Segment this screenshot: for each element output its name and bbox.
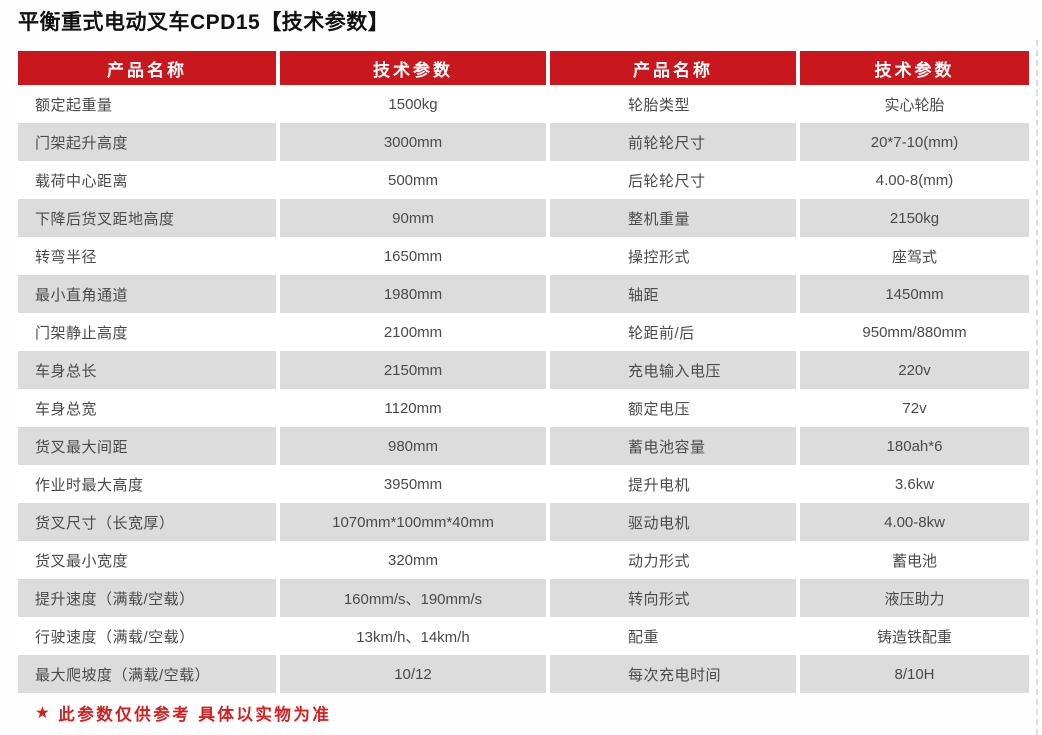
table-row: 门架起升高度 3000mm 前轮轮尺寸 20*7-10(mm) [18,123,1029,161]
param-name-cell: 作业时最大高度 [18,465,276,503]
table-row: 转弯半径 1650mm 操控形式 座驾式 [18,237,1029,275]
param-name-cell: 额定起重量 [18,85,276,123]
param-value-cell: 90mm [280,199,546,237]
header-cell-tech-params-right: 技术参数 [800,51,1029,85]
param-name-cell: 轮胎类型 [550,85,796,123]
param-name-cell: 下降后货叉距地高度 [18,199,276,237]
param-value-cell: 1070mm*100mm*40mm [280,503,546,541]
spec-table: 产品名称 技术参数 产品名称 技术参数 额定起重量 1500kg 轮胎类型 实心… [18,51,1029,693]
param-name-cell: 额定电压 [550,389,796,427]
param-value-cell: 220v [800,351,1029,389]
param-name-cell: 载荷中心距离 [18,161,276,199]
table-header-row: 产品名称 技术参数 产品名称 技术参数 [18,51,1029,85]
param-value-cell: 2100mm [280,313,546,351]
param-value-cell: 2150mm [280,351,546,389]
param-value-cell: 3.6kw [800,465,1029,503]
param-value-cell: 座驾式 [800,237,1029,275]
param-name-cell: 提升速度（满载/空载） [18,579,276,617]
param-value-cell: 13km/h、14km/h [280,617,546,655]
param-value-cell: 980mm [280,427,546,465]
table-row: 提升速度（满载/空载） 160mm/s、190mm/s 转向形式 液压助力 [18,579,1029,617]
param-name-cell: 操控形式 [550,237,796,275]
table-row: 作业时最大高度 3950mm 提升电机 3.6kw [18,465,1029,503]
param-value-cell: 1980mm [280,275,546,313]
page-edge-dashed-line [1036,40,1038,735]
table-body: 额定起重量 1500kg 轮胎类型 实心轮胎 门架起升高度 3000mm 前轮轮… [18,85,1029,693]
table-row: 车身总宽 1120mm 额定电压 72v [18,389,1029,427]
table-row: 载荷中心距离 500mm 后轮轮尺寸 4.00-8(mm) [18,161,1029,199]
param-value-cell: 500mm [280,161,546,199]
param-value-cell: 20*7-10(mm) [800,123,1029,161]
param-name-cell: 货叉最小宽度 [18,541,276,579]
param-value-cell: 4.00-8(mm) [800,161,1029,199]
table-row: 门架静止高度 2100mm 轮距前/后 950mm/880mm [18,313,1029,351]
param-name-cell: 后轮轮尺寸 [550,161,796,199]
param-value-cell: 铸造铁配重 [800,617,1029,655]
table-row: 车身总长 2150mm 充电输入电压 220v [18,351,1029,389]
param-value-cell: 10/12 [280,655,546,693]
param-name-cell: 轮距前/后 [550,313,796,351]
param-value-cell: 1450mm [800,275,1029,313]
param-name-cell: 货叉最大间距 [18,427,276,465]
param-name-cell: 转弯半径 [18,237,276,275]
param-name-cell: 转向形式 [550,579,796,617]
param-name-cell: 最小直角通道 [18,275,276,313]
param-value-cell: 320mm [280,541,546,579]
param-name-cell: 前轮轮尺寸 [550,123,796,161]
table-row: 行驶速度（满载/空载） 13km/h、14km/h 配重 铸造铁配重 [18,617,1029,655]
footnote-text: 此参数仅供参考 具体以实物为准 [58,706,332,724]
param-value-cell: 72v [800,389,1029,427]
param-value-cell: 蓄电池 [800,541,1029,579]
param-name-cell: 门架静止高度 [18,313,276,351]
table-row: 额定起重量 1500kg 轮胎类型 实心轮胎 [18,85,1029,123]
footnote: ★ 此参数仅供参考 具体以实物为准 [35,701,331,725]
param-value-cell: 2150kg [800,199,1029,237]
param-value-cell: 实心轮胎 [800,85,1029,123]
param-value-cell: 3000mm [280,123,546,161]
param-name-cell: 配重 [550,617,796,655]
param-name-cell: 轴距 [550,275,796,313]
param-name-cell: 行驶速度（满载/空载） [18,617,276,655]
table-row: 最大爬坡度（满载/空载） 10/12 每次充电时间 8/10H [18,655,1029,693]
param-name-cell: 车身总长 [18,351,276,389]
table-row: 最小直角通道 1980mm 轴距 1450mm [18,275,1029,313]
param-name-cell: 门架起升高度 [18,123,276,161]
param-value-cell: 180ah*6 [800,427,1029,465]
param-value-cell: 1650mm [280,237,546,275]
param-name-cell: 每次充电时间 [550,655,796,693]
param-name-cell: 最大爬坡度（满载/空载） [18,655,276,693]
param-value-cell: 4.00-8kw [800,503,1029,541]
header-cell-tech-params-left: 技术参数 [280,51,546,85]
param-name-cell: 车身总宽 [18,389,276,427]
param-name-cell: 货叉尺寸（长宽厚） [18,503,276,541]
param-value-cell: 160mm/s、190mm/s [280,579,546,617]
table-row: 货叉最大间距 980mm 蓄电池容量 180ah*6 [18,427,1029,465]
param-value-cell: 1500kg [280,85,546,123]
param-name-cell: 充电输入电压 [550,351,796,389]
star-icon: ★ [35,704,53,722]
param-name-cell: 驱动电机 [550,503,796,541]
param-value-cell: 950mm/880mm [800,313,1029,351]
param-value-cell: 液压助力 [800,579,1029,617]
table-row: 货叉最小宽度 320mm 动力形式 蓄电池 [18,541,1029,579]
param-name-cell: 整机重量 [550,199,796,237]
header-cell-product-name-right: 产品名称 [550,51,796,85]
param-value-cell: 1120mm [280,389,546,427]
param-value-cell: 3950mm [280,465,546,503]
param-name-cell: 动力形式 [550,541,796,579]
param-name-cell: 蓄电池容量 [550,427,796,465]
param-value-cell: 8/10H [800,655,1029,693]
header-cell-product-name-left: 产品名称 [18,51,276,85]
table-row: 货叉尺寸（长宽厚） 1070mm*100mm*40mm 驱动电机 4.00-8k… [18,503,1029,541]
table-row: 下降后货叉距地高度 90mm 整机重量 2150kg [18,199,1029,237]
page-title: 平衡重式电动叉车CPD15【技术参数】 [18,11,390,34]
param-name-cell: 提升电机 [550,465,796,503]
